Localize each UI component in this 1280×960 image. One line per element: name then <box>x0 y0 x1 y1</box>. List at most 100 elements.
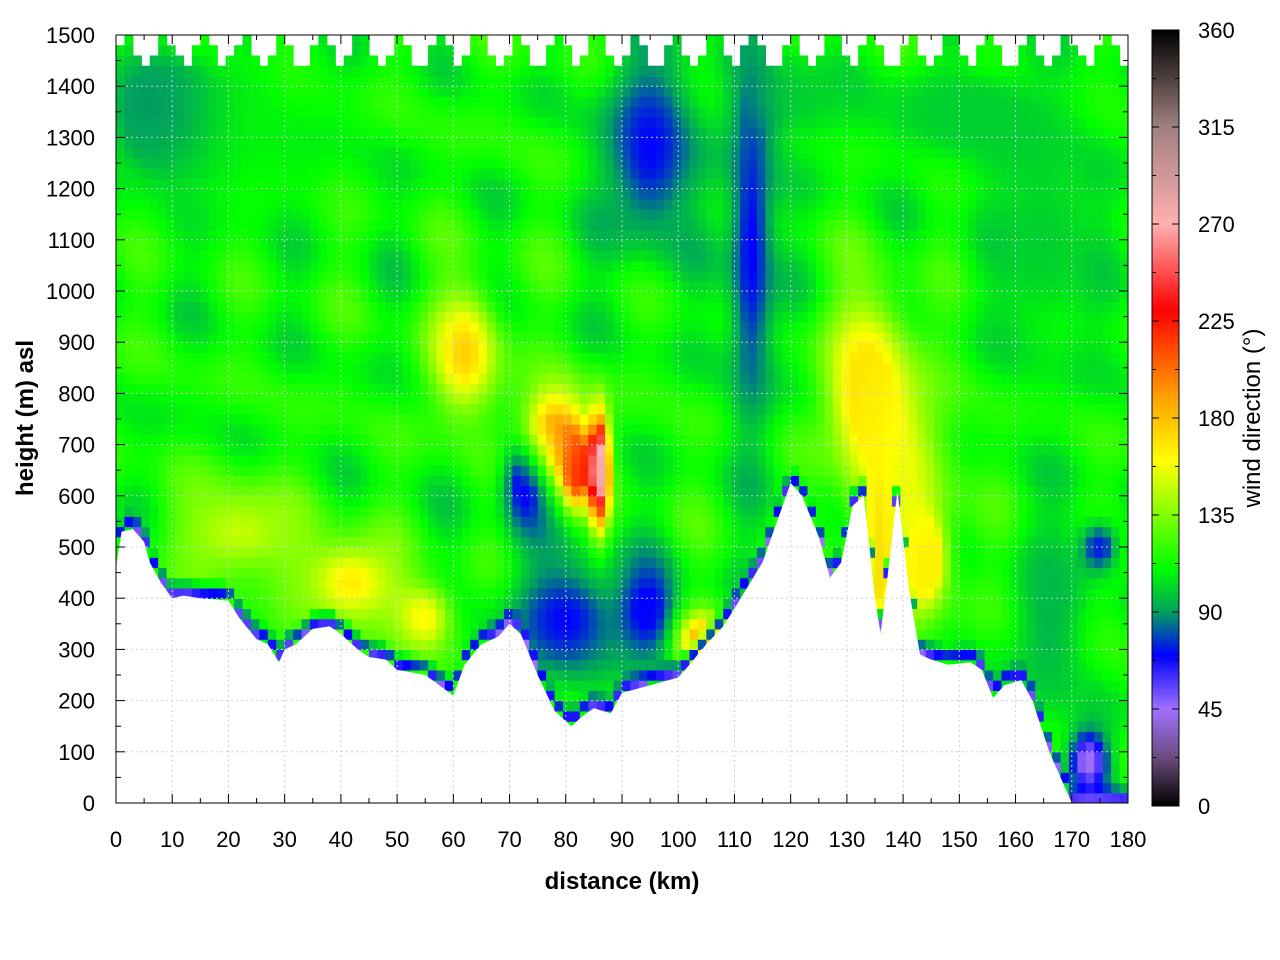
heatmap-cell <box>191 96 201 108</box>
heatmap-cell <box>377 649 387 661</box>
heatmap-cell <box>571 75 581 87</box>
heatmap-cell <box>276 198 286 210</box>
heatmap-cell <box>562 321 572 333</box>
heatmap-cell <box>554 495 564 507</box>
heatmap-cell <box>352 188 362 200</box>
heatmap-cell <box>175 157 185 169</box>
heatmap-cell <box>183 577 193 589</box>
heatmap-cell <box>166 403 176 415</box>
heatmap-cell <box>200 65 210 77</box>
heatmap-cell <box>512 516 522 528</box>
heatmap-cell <box>596 516 606 528</box>
heatmap-cell <box>208 188 218 200</box>
heatmap-cell <box>411 372 421 384</box>
heatmap-cell <box>242 567 252 579</box>
heatmap-cell <box>293 424 303 435</box>
heatmap-cell <box>588 137 598 149</box>
heatmap-cell <box>326 270 336 282</box>
heatmap-cell <box>546 219 556 231</box>
heatmap-cell <box>124 393 134 405</box>
heatmap-cell <box>301 413 311 425</box>
heatmap-cell <box>579 485 589 497</box>
heatmap-cell <box>234 587 244 599</box>
heatmap-cell <box>681 485 691 497</box>
heatmap-cell <box>681 116 691 128</box>
heatmap-cell <box>588 577 598 589</box>
heatmap-cell <box>487 311 497 323</box>
heatmap-cell <box>579 659 589 671</box>
heatmap-cell <box>250 178 260 190</box>
heatmap-cell <box>301 465 311 476</box>
heatmap-cell <box>183 321 193 333</box>
heatmap-cell <box>175 321 185 333</box>
heatmap-cell <box>630 291 640 302</box>
heatmap-cell <box>208 383 218 394</box>
heatmap-cell <box>571 198 581 210</box>
heatmap-cell <box>360 413 370 425</box>
heatmap-cell <box>158 413 168 425</box>
heatmap-cell <box>360 383 370 394</box>
heatmap-cell <box>124 55 134 67</box>
heatmap-cell <box>647 659 657 671</box>
heatmap-cell <box>284 342 294 354</box>
heatmap-cell <box>293 393 303 405</box>
heatmap-cell <box>377 536 387 548</box>
heatmap-cell <box>453 475 463 487</box>
heatmap-cell <box>664 127 674 138</box>
heatmap-cell <box>461 372 471 384</box>
heatmap-cell <box>520 280 530 292</box>
heatmap-cell <box>444 424 454 435</box>
heatmap-cell <box>605 639 615 650</box>
heatmap-cell <box>529 250 539 261</box>
heatmap-cell <box>385 331 395 343</box>
heatmap-cell <box>166 178 176 190</box>
heatmap-cell <box>124 86 134 98</box>
heatmap-cell <box>605 628 615 640</box>
heatmap-cell <box>394 475 404 487</box>
heatmap-cell <box>309 55 319 67</box>
heatmap-cell <box>183 516 193 528</box>
heatmap-cell <box>664 198 674 210</box>
heatmap-cell <box>478 547 488 558</box>
heatmap-cell <box>470 209 480 220</box>
heatmap-cell <box>124 209 134 220</box>
heatmap-cell <box>664 55 674 67</box>
heatmap-cell <box>394 598 404 610</box>
heatmap-cell <box>242 75 252 87</box>
heatmap-cell <box>428 352 438 364</box>
heatmap-cell <box>166 331 176 343</box>
heatmap-cell <box>343 106 353 118</box>
heatmap-cell <box>394 157 404 169</box>
heatmap-cell <box>520 239 530 251</box>
heatmap-cell <box>335 547 345 558</box>
heatmap-cell <box>478 280 488 292</box>
heatmap-cell <box>630 680 640 691</box>
heatmap-cell <box>301 587 311 599</box>
heatmap-cell <box>495 65 505 77</box>
heatmap-cell <box>529 608 539 620</box>
heatmap-cell <box>301 475 311 487</box>
heatmap-cell <box>208 567 218 579</box>
heatmap-cell <box>276 137 286 149</box>
heatmap-cell <box>385 362 395 374</box>
heatmap-cell <box>622 577 632 589</box>
heatmap-cell <box>394 567 404 579</box>
heatmap-cell <box>487 301 497 313</box>
heatmap-cell <box>411 260 421 272</box>
heatmap-cell <box>326 147 336 159</box>
heatmap-cell <box>158 35 168 46</box>
heatmap-cell <box>284 75 294 87</box>
heatmap-cell <box>571 506 581 517</box>
heatmap-cell <box>428 219 438 231</box>
heatmap-cell <box>638 506 648 517</box>
heatmap-cell <box>200 424 210 435</box>
heatmap-cell <box>571 516 581 528</box>
heatmap-cell <box>571 250 581 261</box>
heatmap-cell <box>596 567 606 579</box>
heatmap-cell <box>419 250 429 261</box>
heatmap-cell <box>335 536 345 548</box>
heatmap-cell <box>394 106 404 118</box>
heatmap-cell <box>478 301 488 313</box>
heatmap-cell <box>377 475 387 487</box>
heatmap-cell <box>664 321 674 333</box>
